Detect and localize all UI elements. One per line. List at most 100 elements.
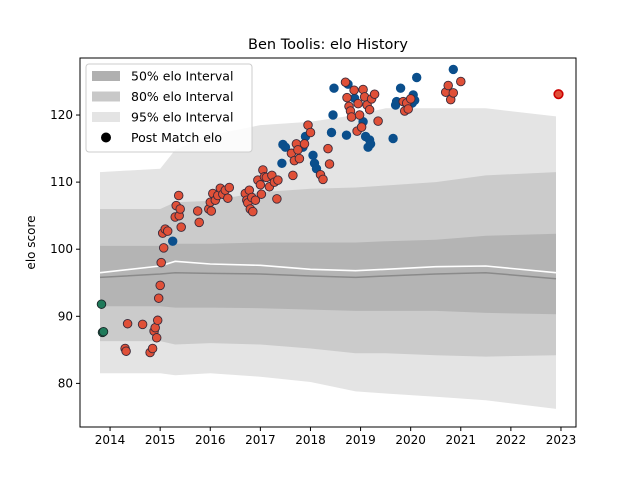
data-point-win [176,222,186,232]
data-point-win [194,217,204,228]
y-tick-label: 100 [50,242,73,256]
data-point-loss [412,72,422,83]
x-tick-label: 2014 [95,433,126,447]
x-tick-label: 2015 [145,433,176,447]
x-axis: 2014 2015 2016 2017 2018 2019 2020 2021 2022 2023 [95,427,576,447]
interval-bands [100,108,556,409]
band-50 [100,233,556,315]
data-point-loss [448,64,459,75]
data-point-win [353,98,363,109]
data-point-loss [388,133,398,144]
data-point-win [340,77,351,87]
data-point-win [162,226,173,236]
data-point-win [373,116,383,126]
data-point-win [155,280,165,291]
data-point-win [137,319,148,330]
legend-swatch [92,112,120,122]
data-point-win [248,206,258,217]
data-point-win [156,257,166,268]
data-point-loss [308,150,318,161]
data-point-win [342,92,352,103]
y-tick-label: 110 [50,175,73,189]
data-point-win [354,110,365,120]
data-point-loss [280,142,291,152]
x-tick-label: 2018 [295,433,326,447]
data-point-win [223,193,233,203]
x-tick-label: 2020 [395,433,426,447]
data-point-loss [277,158,287,169]
y-axis: 80 90 100 110 120 [50,108,80,390]
data-point-win [288,170,298,181]
data-point-draw [98,326,109,337]
legend-swatch [92,71,120,81]
data-point-win [122,318,133,329]
y-tick-label: 80 [58,376,73,390]
data-point-win [294,153,305,164]
data-point-win [443,80,453,91]
data-point-win [256,189,267,199]
mean-line [99,260,557,274]
y-tick-label: 90 [58,309,73,323]
data-point-win [250,195,261,205]
data-point-win [175,204,185,214]
y-axis-label: elo score [24,215,38,269]
data-point-loss [365,139,376,149]
y-tick-label: 120 [50,108,73,122]
data-point-win [349,85,359,95]
data-point-draw [96,299,107,309]
data-point-win [405,94,416,104]
data-point-win [318,174,328,185]
trend-lines [99,260,557,280]
data-point-win [364,104,375,115]
data-points [96,64,564,358]
data-point-win [403,104,413,114]
data-point-win [224,182,235,193]
data-point-win [346,112,357,122]
data-point-win [158,243,169,253]
data-point-win [121,346,131,356]
legend-box [85,63,253,153]
data-point-win [152,315,163,326]
legend-label: 80% elo Interval [131,89,233,104]
chart-title: Ben Toolis: elo History [248,37,408,53]
legend-label: 95% elo Interval [131,110,233,125]
data-point-win [192,206,203,216]
data-point-win [456,76,466,87]
x-tick-label: 2021 [445,433,476,447]
data-point-loss [341,130,352,140]
x-tick-label: 2022 [496,433,527,447]
x-tick-label: 2016 [195,433,226,447]
data-point-latest [553,89,564,100]
data-point-loss [329,83,339,93]
x-tick-label: 2023 [546,433,577,447]
data-point-win [153,293,164,303]
data-point-loss [328,110,338,120]
data-point-win [323,143,333,154]
data-point-win [324,159,335,169]
data-point-win [369,89,380,99]
data-point-loss [167,236,178,246]
legend-label: Post Match elo [131,130,222,145]
legend-swatch [92,91,120,102]
data-point-loss [395,83,406,93]
x-tick-label: 2017 [245,433,276,447]
x-tick-label: 2019 [345,433,376,447]
data-point-win [151,333,162,343]
data-point-win [206,206,217,216]
legend: 50% elo Interval 80% elo Interval 95% elo … [85,63,253,153]
legend-label: 50% elo Interval [131,69,233,84]
band-95 [100,108,556,409]
data-point-win [273,175,283,185]
data-point-win [305,127,316,138]
data-point-win [356,122,367,132]
band-80 [100,172,556,357]
data-point-win [448,88,459,98]
plot-frame [79,57,577,428]
data-point-win [299,139,310,149]
data-point-win [272,194,282,204]
legend-marker [101,132,111,143]
data-point-loss [326,127,337,138]
data-point-win [255,180,266,190]
